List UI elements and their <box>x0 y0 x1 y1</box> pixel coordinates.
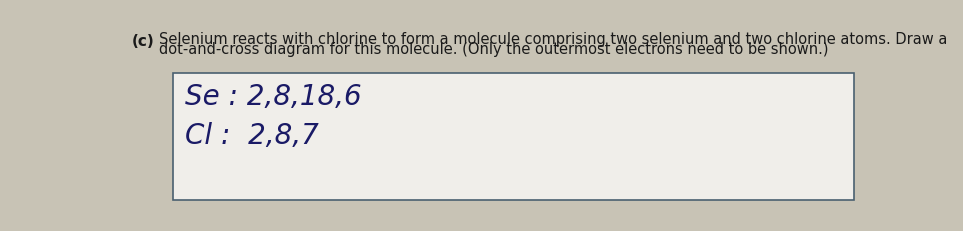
Text: Se : 2,8,18,6: Se : 2,8,18,6 <box>185 83 361 111</box>
Text: Cl :  2,8,7: Cl : 2,8,7 <box>185 121 319 149</box>
Text: Selenium reacts with chlorine to form a molecule comprising two selenium and two: Selenium reacts with chlorine to form a … <box>159 32 948 46</box>
FancyBboxPatch shape <box>173 74 853 200</box>
Text: dot-and-cross diagram for this molecule. (Only the outermost electrons need to b: dot-and-cross diagram for this molecule.… <box>159 42 828 57</box>
Text: (c): (c) <box>132 34 155 49</box>
